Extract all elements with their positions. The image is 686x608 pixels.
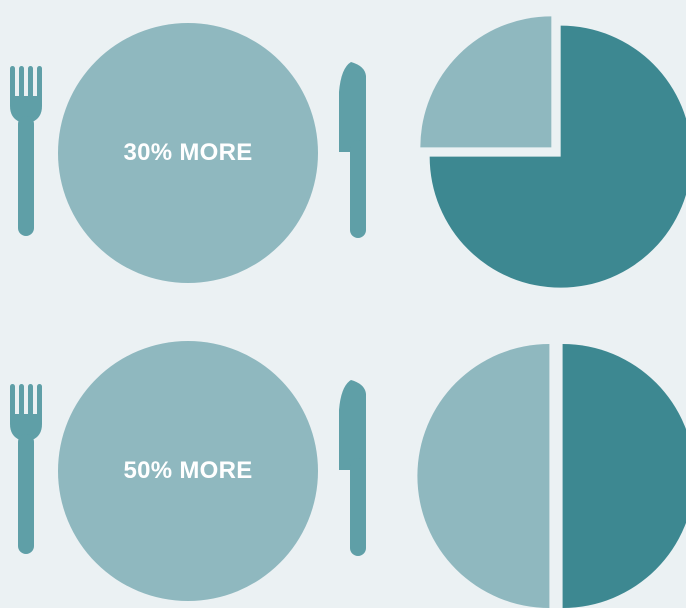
plate-icon: 30% MORE — [58, 23, 318, 283]
comparison-row-1: 30% MORE — [0, 0, 686, 290]
comparison-row-2: 50% MORE — [0, 318, 686, 608]
pie-slice — [429, 25, 686, 288]
pie-chart-2 — [417, 344, 686, 608]
pie-slice — [562, 344, 686, 608]
fork-icon — [10, 384, 42, 554]
pie-slice — [420, 16, 552, 148]
plate-label: 30% MORE — [123, 139, 253, 166]
fork-icon — [10, 66, 42, 236]
pie-chart-1 — [420, 16, 686, 288]
knife-icon — [339, 62, 366, 238]
knife-icon — [339, 380, 366, 556]
plate-label: 50% MORE — [123, 457, 253, 484]
pie-slice — [417, 344, 550, 608]
plate-icon: 50% MORE — [58, 341, 318, 601]
